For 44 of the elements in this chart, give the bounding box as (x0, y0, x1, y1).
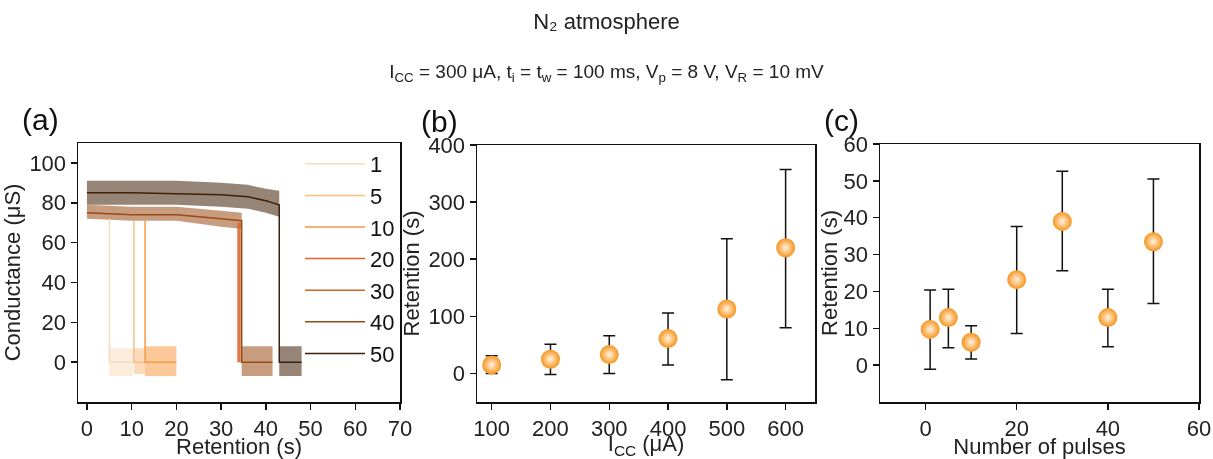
legend-label: 50 (370, 341, 395, 367)
y-tick-label: 0 (53, 349, 67, 375)
legend-label: 10 (370, 215, 395, 241)
x-tick-label: 0 (919, 415, 932, 441)
x-tick-label: 500 (708, 415, 746, 441)
x-tick-label: 20 (1004, 415, 1029, 441)
y-axis-title: Retention (s) (399, 210, 425, 337)
text: I$_{CC}$ = 300 μA, t$_{i}$ = t$_{w}$ = 100 ms, V$_{p}$ = 8 V, V$_{R}$ = 10 mV (389, 60, 824, 85)
legend-label: 30 (370, 278, 395, 304)
y-tick-label: 20 (843, 279, 869, 305)
x-tick-label: 50 (298, 415, 323, 441)
y-axis-title: Conductance (μS) (0, 183, 26, 362)
y-tick-label: 200 (428, 246, 466, 272)
y-tick-label: 40 (41, 270, 67, 296)
x-tick-label: 40 (253, 415, 279, 441)
legend-label: 40 (370, 310, 395, 336)
y-tick-label: 80 (41, 190, 67, 216)
legend-label: 20 (370, 247, 395, 273)
text: (a) (22, 103, 59, 136)
chart-title: N₂ atmosphere (533, 9, 680, 35)
y-tick-label: 10 (843, 315, 869, 341)
y-tick-label: 0 (452, 361, 466, 387)
x-tick-label: 100 (473, 415, 511, 441)
x-tick-label: 60 (343, 415, 368, 441)
y-tick-label: 20 (41, 310, 67, 336)
x-tick-label: 30 (208, 415, 234, 441)
y-tick-label: 100 (428, 304, 466, 330)
x-tick-label: 60 (1186, 415, 1212, 441)
y-tick-label: 50 (843, 168, 869, 194)
x-tick-label: 200 (532, 415, 569, 441)
y-tick-label: 300 (428, 189, 466, 215)
y-axis-title: Retention (s) (817, 210, 842, 336)
legend-label: 1 (370, 152, 383, 178)
y-tick-label: 0 (855, 352, 869, 378)
x-tick-label: 600 (767, 415, 804, 441)
y-tick-label: 30 (843, 242, 869, 268)
y-tick-label: 40 (843, 205, 869, 231)
x-tick-label: 40 (1095, 415, 1121, 441)
x-tick-label: 0 (80, 415, 94, 441)
x-tick-label: 10 (119, 415, 144, 441)
x-tick-label: 70 (387, 415, 413, 441)
y-tick-label: 100 (29, 150, 67, 176)
y-tick-label: 60 (41, 230, 67, 256)
legend-label: 5 (370, 183, 383, 209)
